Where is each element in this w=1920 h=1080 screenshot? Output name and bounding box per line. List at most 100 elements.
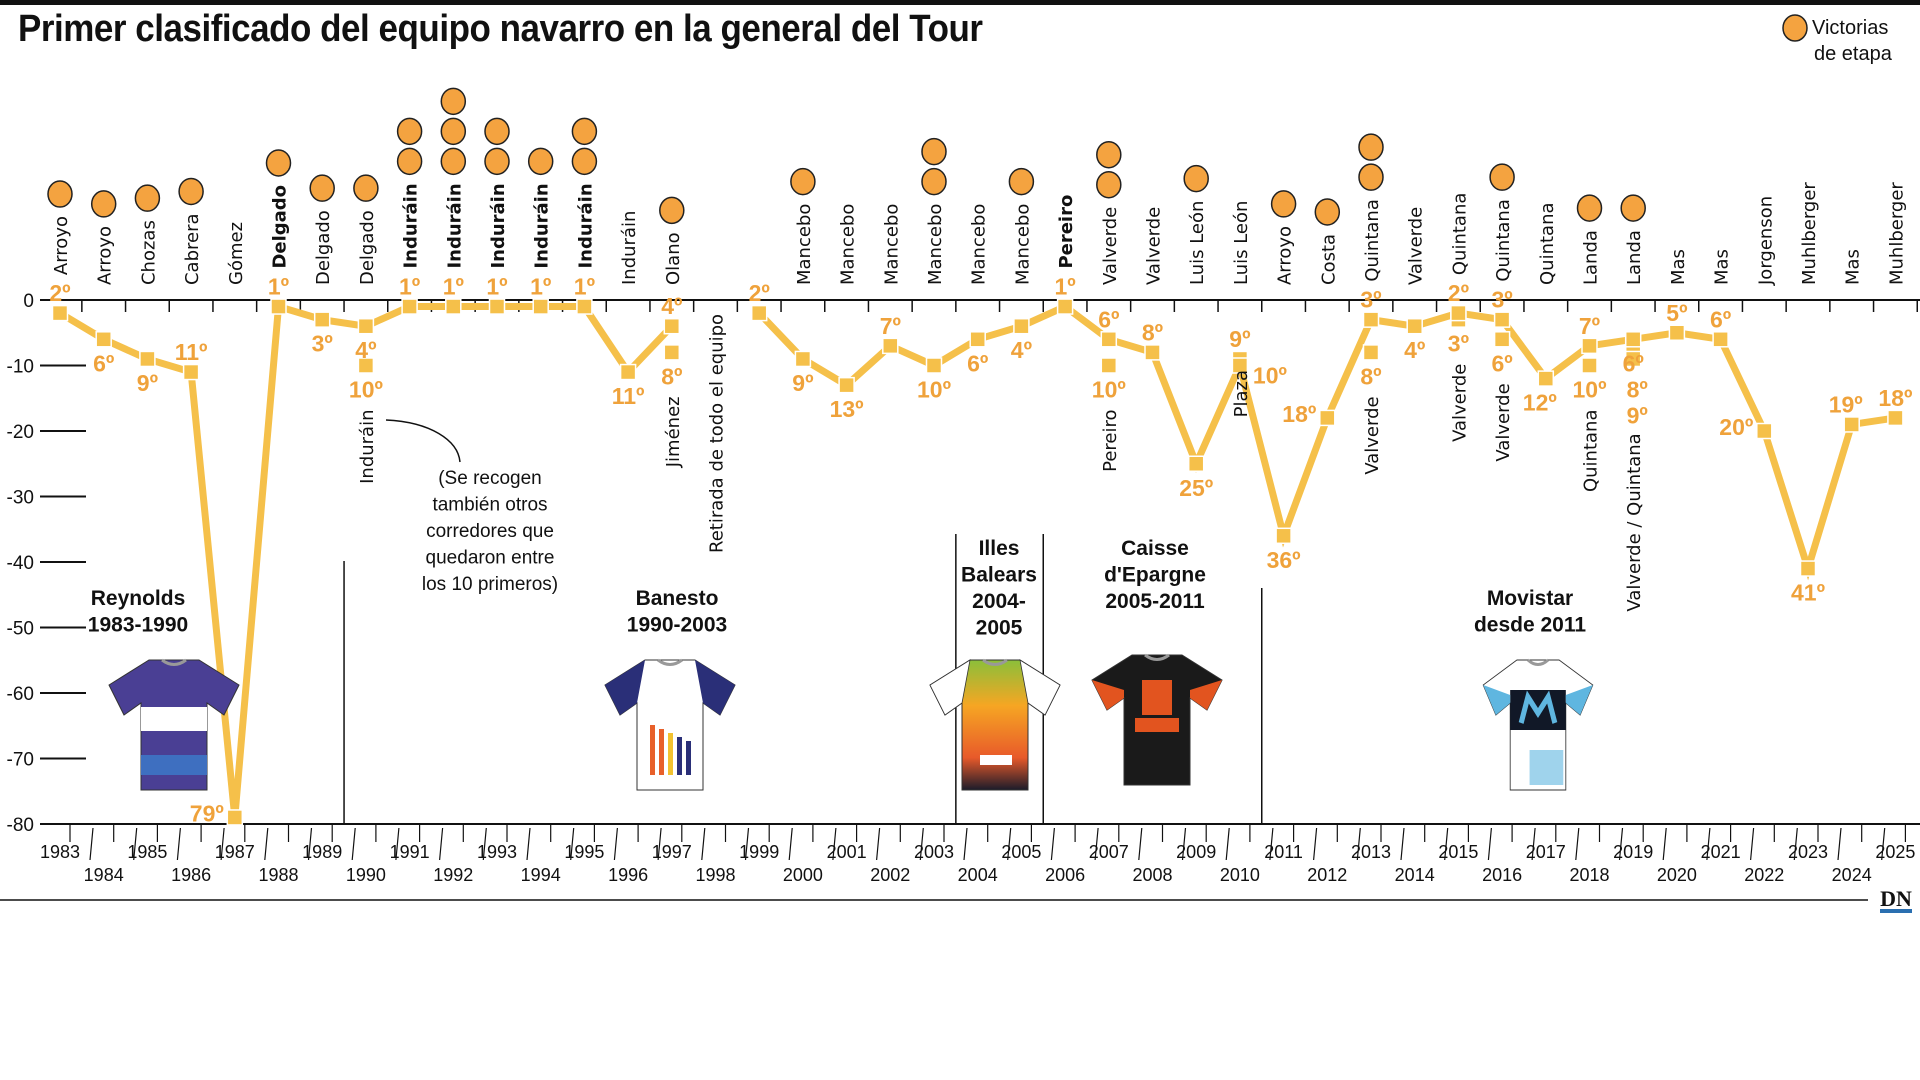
data-point bbox=[1056, 298, 1074, 315]
data-point bbox=[1581, 337, 1598, 355]
rank-label: 1º bbox=[1054, 274, 1075, 300]
dn-logo-underline bbox=[1880, 909, 1912, 913]
y-tick-label: -30 bbox=[7, 488, 34, 509]
stage-win-circle bbox=[1008, 167, 1035, 196]
rider-name: Arroyo bbox=[51, 216, 72, 275]
jersey-pattern bbox=[1529, 750, 1564, 785]
team-label: Movistar bbox=[1487, 587, 1573, 610]
stage-win-circle bbox=[353, 174, 379, 202]
rank-label: 5º bbox=[1666, 300, 1687, 326]
team-label: Illes bbox=[979, 537, 1020, 560]
x-tick-slash bbox=[570, 827, 575, 861]
rider-name: Delgado bbox=[357, 210, 378, 285]
data-point bbox=[1799, 560, 1817, 577]
jersey-sponsor bbox=[1135, 718, 1179, 732]
data-point bbox=[882, 337, 899, 355]
rider-name: Mas bbox=[1668, 249, 1689, 285]
x-tick-slash bbox=[482, 827, 487, 861]
jersey-stripe bbox=[668, 733, 673, 775]
rider-name: Induráin bbox=[619, 211, 640, 285]
stage-win-circle bbox=[440, 87, 467, 116]
jersey-sponsor bbox=[980, 755, 1012, 765]
x-tick-label: 2017 bbox=[1526, 842, 1566, 862]
stage-win-circle bbox=[921, 137, 947, 166]
stage-win-circle bbox=[309, 174, 335, 202]
stage-win-circle bbox=[1358, 163, 1384, 191]
data-point bbox=[1537, 370, 1555, 387]
secondary-rider-name: Plaza bbox=[1231, 370, 1252, 417]
secondary-rider-name: Valverde bbox=[1362, 396, 1383, 474]
x-tick-slash bbox=[1313, 827, 1318, 861]
x-tick-slash bbox=[701, 827, 706, 861]
x-tick-slash bbox=[1575, 827, 1580, 861]
rider-name: Induráin bbox=[575, 183, 596, 268]
jersey-stripe bbox=[650, 725, 655, 775]
x-tick-slash bbox=[395, 827, 400, 861]
data-point bbox=[969, 331, 986, 348]
rank-label: 2º bbox=[749, 280, 770, 306]
rider-name: Mancebo bbox=[838, 204, 859, 285]
x-tick-label: 1986 bbox=[171, 865, 211, 885]
data-point bbox=[1231, 357, 1249, 374]
x-tick-slash bbox=[1750, 827, 1755, 861]
data-point bbox=[270, 298, 287, 315]
data-point bbox=[925, 357, 943, 374]
rank-label: 7º bbox=[1579, 313, 1600, 339]
rank-label: 79º bbox=[190, 800, 224, 826]
rank-label: 1º bbox=[268, 274, 289, 300]
rank-label: 1º bbox=[574, 274, 595, 300]
x-tick-slash bbox=[1487, 827, 1492, 861]
x-tick-label: 1994 bbox=[521, 865, 561, 885]
x-tick-label: 2021 bbox=[1701, 842, 1741, 862]
x-tick-label: 2013 bbox=[1351, 842, 1391, 862]
stage-win-circle bbox=[921, 167, 947, 196]
stage-win-circle bbox=[659, 196, 685, 225]
data-point bbox=[1712, 331, 1729, 348]
jersey-collar bbox=[1527, 658, 1549, 666]
legend-label: de etapa bbox=[1814, 43, 1893, 65]
rider-name: Arroyo bbox=[95, 226, 116, 285]
rank-label: 11º bbox=[175, 339, 208, 365]
x-tick-label: 1998 bbox=[695, 865, 735, 885]
annotation-text: los 10 primeros) bbox=[422, 574, 558, 595]
x-tick-slash bbox=[220, 827, 225, 861]
jersey-image bbox=[929, 658, 1061, 791]
stage-win-circle bbox=[178, 177, 204, 206]
x-tick-slash bbox=[876, 827, 881, 861]
rank-label: 4º bbox=[1011, 337, 1032, 363]
legend-label: Victorias bbox=[1812, 17, 1888, 39]
rank-label: 18º bbox=[1282, 401, 1316, 427]
team-label: 1983-1990 bbox=[88, 614, 188, 637]
x-tick-label: 2012 bbox=[1307, 865, 1347, 885]
rider-name: Quintana bbox=[1449, 193, 1470, 276]
rank-label: 6º bbox=[1623, 350, 1644, 376]
jersey-collar bbox=[161, 658, 187, 666]
data-point bbox=[1756, 422, 1773, 440]
stage-win-circle bbox=[47, 180, 73, 208]
jersey-stripe bbox=[686, 741, 691, 775]
rank-label: 3º bbox=[1360, 287, 1381, 313]
x-tick-label: 2005 bbox=[1001, 842, 1041, 862]
x-tick-label: 1996 bbox=[608, 865, 648, 885]
rider-name: Delgado bbox=[313, 210, 334, 285]
rank-label: 8º bbox=[1360, 363, 1381, 389]
x-tick-label: 2014 bbox=[1395, 865, 1435, 885]
x-tick-slash bbox=[1837, 827, 1842, 861]
data-point bbox=[182, 363, 200, 381]
rider-name: Induráin bbox=[401, 183, 422, 268]
stage-win-circle bbox=[396, 147, 423, 176]
rank-label: 6º bbox=[1710, 306, 1731, 332]
rank-label: 10º bbox=[349, 377, 383, 403]
stage-win-circle bbox=[484, 117, 510, 146]
annotation-text: corredores que bbox=[426, 521, 554, 542]
rank-label: 11º bbox=[612, 383, 645, 409]
x-tick-label: 2009 bbox=[1176, 842, 1216, 862]
y-tick-label: -40 bbox=[7, 553, 34, 574]
stage-win-circle bbox=[1270, 190, 1297, 218]
x-tick-slash bbox=[1007, 827, 1012, 861]
rank-label: 41º bbox=[1791, 580, 1825, 606]
rank-label: 25º bbox=[1179, 475, 1213, 501]
rank-label: 9º bbox=[792, 370, 813, 396]
x-tick-slash bbox=[613, 827, 618, 861]
rider-name: Mancebo bbox=[794, 204, 815, 285]
